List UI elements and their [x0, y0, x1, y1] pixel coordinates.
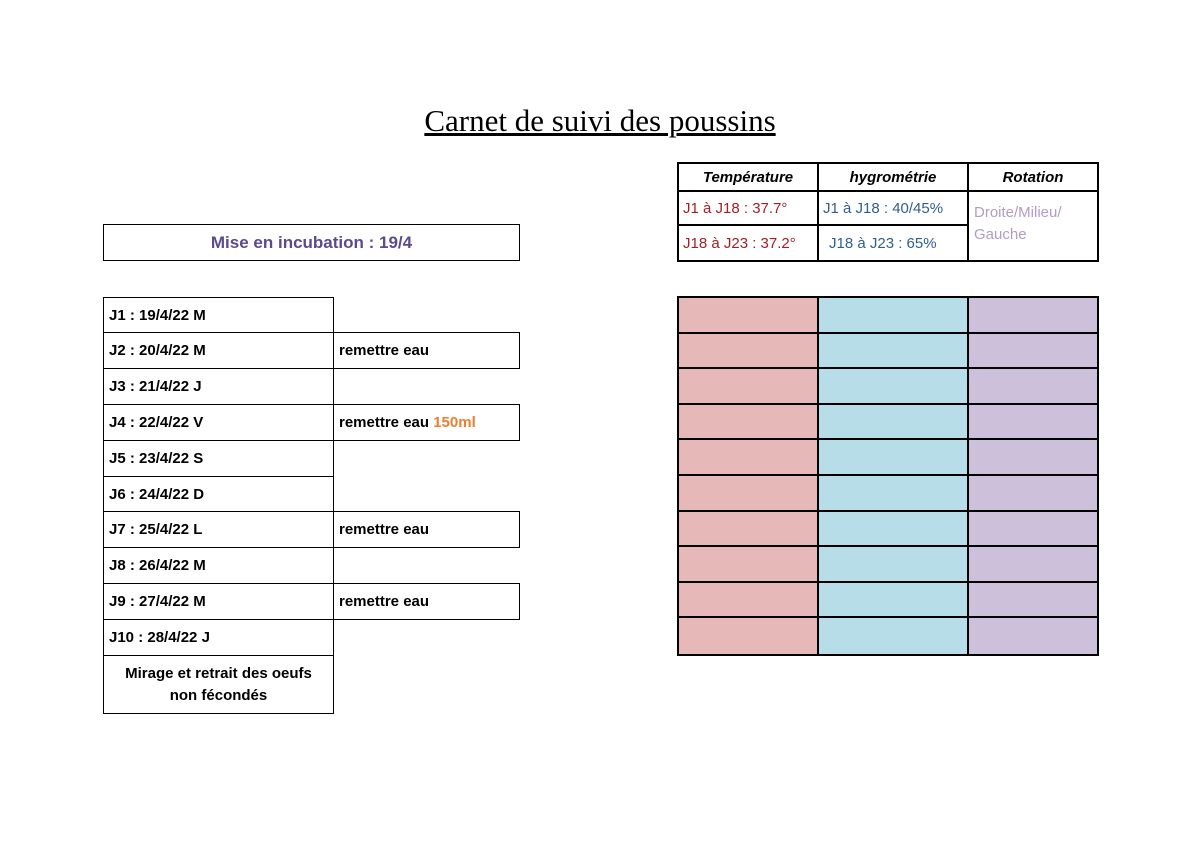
tracking-cell-temperature-day-3 [679, 369, 819, 405]
day-row-j8: J8 : 26/4/22 M [103, 547, 334, 584]
day-note-j4-amount: 150ml [433, 414, 476, 431]
mirage-line-1: Mirage et retrait des oeufs [125, 664, 312, 682]
tracking-cell-humidity-day-9 [819, 582, 969, 619]
day-note-j9: remettre eau [333, 583, 520, 620]
tracking-cell-temperature-day-2 [679, 333, 819, 370]
tracking-cell-rotation-day-7 [969, 511, 1097, 548]
tracking-cell-rotation-day-6 [969, 476, 1097, 512]
rotation-line-1: Droite/Milieu/ [974, 204, 1062, 221]
day-note-j7: remettre eau [333, 511, 520, 548]
tracking-cell-humidity-day-3 [819, 369, 969, 405]
incubation-start-box: Mise en incubation : 19/4 [103, 224, 520, 261]
header-rotation: Rotation [969, 164, 1097, 192]
day-row-j9: J9 : 27/4/22 M [103, 583, 334, 620]
tracking-cell-rotation-day-4 [969, 404, 1097, 441]
tracking-cell-humidity-day-2 [819, 333, 969, 370]
header-temperature: Température [679, 164, 819, 192]
tracking-cell-humidity-day-4 [819, 404, 969, 441]
mirage-line-2: non fécondés [169, 686, 268, 704]
day-row-j3: J3 : 21/4/22 J [103, 368, 334, 405]
tracking-cell-humidity-day-8 [819, 547, 969, 583]
tracking-cell-humidity-day-1 [819, 298, 969, 334]
page-title: Carnet de suivi des poussins [424, 103, 776, 138]
tracking-cell-humidity-day-6 [819, 476, 969, 512]
day-note-j2: remettre eau [333, 332, 520, 369]
tracking-cell-rotation-day-3 [969, 369, 1097, 405]
day-row-j5: J5 : 23/4/22 S [103, 440, 334, 477]
daily-tracking-grid [677, 296, 1099, 656]
incubation-settings-table: Température hygrométrie Rotation J1 à J1… [677, 162, 1099, 262]
day-row-j7: J7 : 25/4/22 L [103, 511, 334, 548]
tracking-cell-temperature-day-8 [679, 547, 819, 583]
tracking-cell-temperature-day-9 [679, 582, 819, 619]
tracking-cell-humidity-day-5 [819, 440, 969, 476]
tracking-cell-temperature-day-5 [679, 440, 819, 476]
tracking-cell-temperature-day-10 [679, 618, 819, 654]
header-humidity: hygrométrie [819, 164, 969, 192]
tracking-cell-rotation-day-10 [969, 618, 1097, 654]
temperature-phase-1: J1 à J18 : 37.7° [679, 192, 819, 226]
day-row-j4: J4 : 22/4/22 V [103, 404, 334, 441]
mirage-note: Mirage et retrait des oeufs non fécondés [103, 655, 334, 714]
tracking-cell-temperature-day-1 [679, 298, 819, 334]
humidity-phase-2: J18 à J23 : 65% [819, 226, 969, 260]
day-note-j4-text: remettre eau [339, 414, 430, 431]
day-row-j10: J10 : 28/4/22 J [103, 619, 334, 656]
rotation-line-2: Gauche [974, 226, 1027, 243]
rotation-value: Droite/Milieu/ Gauche [969, 192, 1097, 260]
tracking-cell-rotation-day-1 [969, 298, 1097, 334]
tracking-cell-rotation-day-5 [969, 440, 1097, 476]
tracking-cell-rotation-day-9 [969, 582, 1097, 619]
day-row-j2: J2 : 20/4/22 M [103, 332, 334, 369]
tracking-cell-temperature-day-7 [679, 511, 819, 548]
tracking-cell-rotation-day-2 [969, 333, 1097, 370]
tracking-cell-humidity-day-7 [819, 511, 969, 548]
tracking-cell-humidity-day-10 [819, 618, 969, 654]
temperature-phase-2: J18 à J23 : 37.2° [679, 226, 819, 260]
day-note-j4: remettre eau 150ml [333, 404, 520, 441]
day-row-j1: J1 : 19/4/22 M [103, 297, 334, 333]
tracking-cell-rotation-day-8 [969, 547, 1097, 583]
tracking-cell-temperature-day-4 [679, 404, 819, 441]
tracking-cell-temperature-day-6 [679, 476, 819, 512]
day-row-j6: J6 : 24/4/22 D [103, 476, 334, 512]
humidity-phase-1: J1 à J18 : 40/45% [819, 192, 969, 226]
